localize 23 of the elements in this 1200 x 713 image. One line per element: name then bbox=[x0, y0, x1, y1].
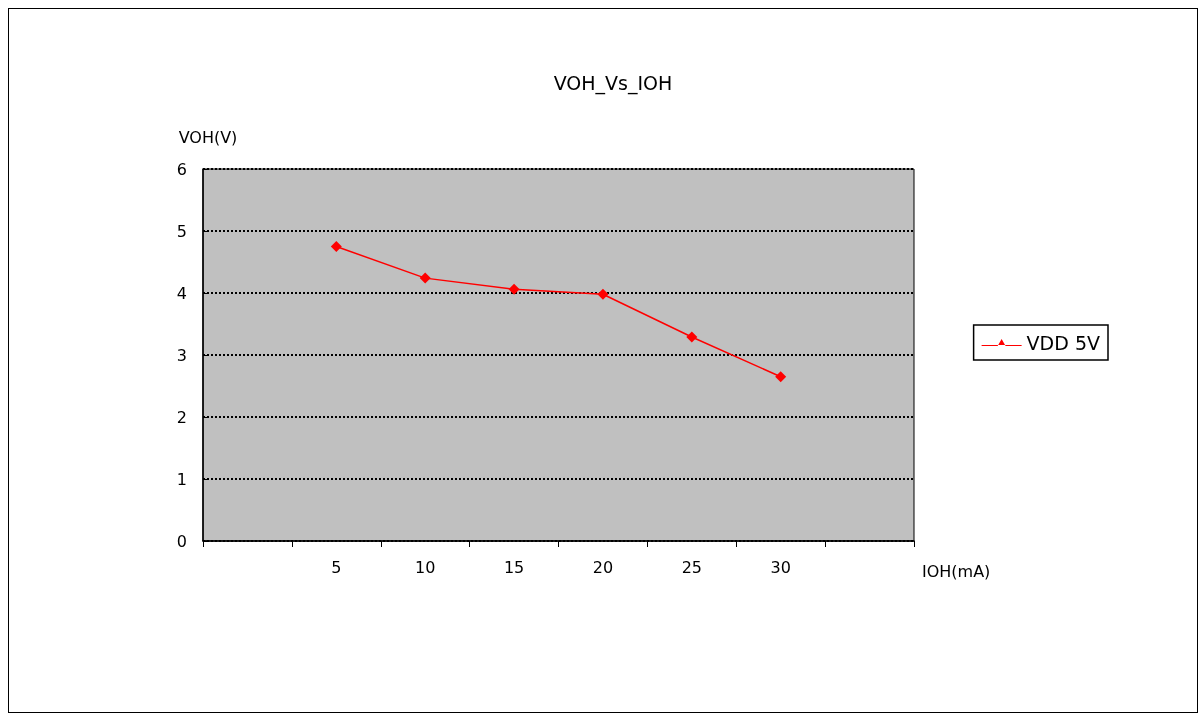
y-tick-label: 3 bbox=[176, 345, 187, 365]
x-tick-label: 30 bbox=[770, 557, 791, 577]
y-tick-label: 6 bbox=[176, 159, 187, 179]
y-tick-label: 0 bbox=[176, 531, 187, 551]
legend-label: VDD 5V bbox=[1026, 331, 1101, 354]
point bbox=[508, 283, 520, 295]
x-tick-label: 5 bbox=[331, 557, 342, 577]
x-tick-label: 20 bbox=[592, 557, 614, 577]
x-tick-label: 25 bbox=[681, 557, 702, 577]
y-axis-title: VOH(V) bbox=[178, 127, 238, 147]
y-tick-label: 2 bbox=[176, 407, 187, 427]
point bbox=[330, 241, 342, 252]
x-tick-label: 15 bbox=[503, 557, 525, 577]
x-tick-label: 10 bbox=[415, 557, 436, 577]
chart-title: VOH_Vs_IOH bbox=[553, 71, 673, 95]
x-axis-title: IOH(mA) bbox=[922, 561, 991, 581]
y-tick-label: 5 bbox=[176, 221, 187, 241]
y-tick-label: 4 bbox=[176, 283, 187, 303]
point bbox=[597, 288, 609, 300]
point bbox=[775, 371, 787, 383]
y-tick-label: 1 bbox=[176, 469, 187, 489]
point bbox=[419, 272, 431, 284]
point bbox=[686, 331, 698, 343]
